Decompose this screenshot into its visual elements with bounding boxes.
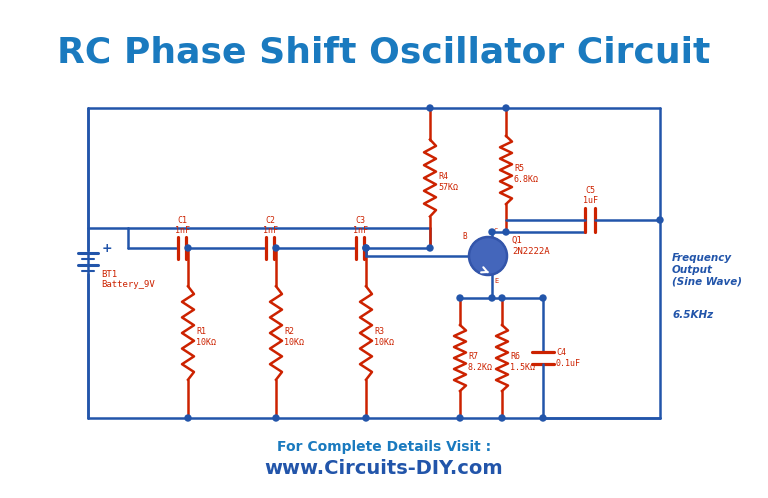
Text: R7
8.2KΩ: R7 8.2KΩ [468,352,493,372]
Circle shape [427,105,433,111]
Text: RC Phase Shift Oscillator Circuit: RC Phase Shift Oscillator Circuit [58,35,710,69]
Circle shape [363,245,369,251]
Text: R1
10KΩ: R1 10KΩ [196,327,216,347]
Circle shape [657,217,663,223]
Circle shape [469,237,507,275]
Circle shape [273,245,279,251]
Circle shape [185,415,191,421]
Text: E: E [494,278,498,284]
Text: C1
1nF: C1 1nF [174,216,190,235]
Circle shape [273,415,279,421]
Circle shape [363,245,369,251]
Circle shape [427,245,433,251]
Circle shape [489,295,495,301]
Text: C2
1nF: C2 1nF [263,216,277,235]
Text: R4
57KΩ: R4 57KΩ [438,172,458,192]
Text: R6
1.5KΩ: R6 1.5KΩ [510,352,535,372]
Text: C4
0.1uF: C4 0.1uF [556,348,581,368]
Circle shape [499,295,505,301]
Text: C5
1uF: C5 1uF [582,186,598,205]
Circle shape [457,295,463,301]
Text: BT1: BT1 [101,270,118,279]
Text: B: B [462,232,467,241]
Circle shape [503,105,509,111]
Text: 6.5KHz: 6.5KHz [672,310,713,320]
Text: Frequency
Output
(Sine Wave): Frequency Output (Sine Wave) [672,253,742,287]
Circle shape [489,229,495,235]
Circle shape [363,415,369,421]
Circle shape [540,295,546,301]
Circle shape [540,415,546,421]
Text: R2
10KΩ: R2 10KΩ [284,327,304,347]
Circle shape [457,415,463,421]
Text: R5
6.8KΩ: R5 6.8KΩ [514,164,539,184]
Text: Battery_9V: Battery_9V [101,280,154,289]
Circle shape [499,415,505,421]
Circle shape [185,245,191,251]
Text: www.Circuits-DIY.com: www.Circuits-DIY.com [265,459,503,478]
Text: R3
10KΩ: R3 10KΩ [374,327,394,347]
Text: C: C [494,228,498,234]
Circle shape [503,229,509,235]
Text: C3
1nF: C3 1nF [353,216,368,235]
Text: Q1
2N2222A: Q1 2N2222A [512,236,550,255]
Text: For Complete Details Visit :: For Complete Details Visit : [277,440,491,454]
Text: +: + [102,242,113,254]
